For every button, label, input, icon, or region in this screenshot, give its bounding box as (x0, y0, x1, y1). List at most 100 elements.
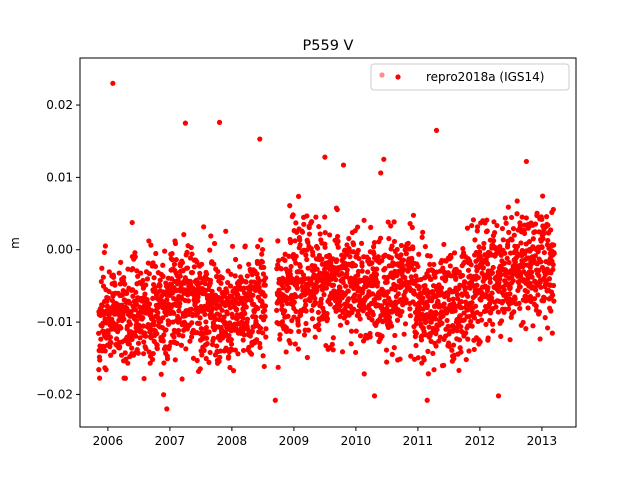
data-point (469, 299, 475, 306)
data-point (504, 255, 510, 261)
data-point (176, 316, 182, 322)
data-point (316, 252, 323, 259)
data-point (151, 275, 157, 281)
data-point (398, 242, 405, 249)
data-point (129, 336, 135, 342)
data-point (164, 406, 170, 412)
data-point (179, 260, 186, 266)
data-point (533, 287, 539, 293)
data-point (132, 250, 138, 256)
data-point (419, 333, 425, 339)
data-point (184, 249, 190, 255)
data-point (511, 232, 517, 238)
data-point (525, 276, 531, 282)
data-point (432, 274, 438, 280)
data-point (530, 236, 536, 242)
data-point (172, 357, 178, 363)
data-point (294, 285, 300, 291)
data-point (494, 222, 500, 229)
data-point (263, 275, 269, 281)
data-point (108, 340, 114, 346)
data-point (202, 281, 208, 287)
data-point (489, 290, 495, 296)
data-point (135, 350, 141, 356)
data-point (495, 393, 502, 399)
data-point (262, 282, 268, 288)
data-point (448, 254, 454, 261)
data-point (230, 368, 237, 374)
data-point (450, 296, 456, 302)
x-tick-label: 2007 (155, 434, 186, 448)
data-point (536, 267, 542, 274)
data-point (378, 170, 384, 176)
data-point (484, 228, 490, 234)
data-point (128, 309, 134, 315)
data-point (516, 278, 523, 284)
data-point (356, 255, 362, 262)
data-point (459, 305, 465, 311)
data-point (110, 80, 116, 86)
data-point (305, 327, 312, 333)
data-point (548, 227, 554, 233)
data-point (323, 285, 329, 291)
data-point (297, 263, 303, 270)
data-point (500, 237, 506, 243)
data-point (337, 303, 343, 309)
data-point (444, 317, 450, 324)
data-point (235, 351, 241, 357)
data-point (297, 237, 303, 243)
data-point (203, 271, 210, 277)
data-point (353, 328, 359, 334)
data-point (433, 331, 439, 337)
data-point (278, 266, 284, 272)
y-tick-label: 0.02 (46, 98, 73, 112)
data-point (463, 330, 469, 336)
y-axis-ticks: −0.02 −0.01 0.00 0.01 0.02 (36, 98, 80, 401)
data-point (507, 337, 513, 343)
data-point (498, 318, 505, 324)
data-point (257, 340, 263, 347)
data-point (181, 231, 187, 238)
data-point (351, 306, 357, 312)
data-point (542, 315, 548, 321)
data-point (107, 344, 113, 350)
data-point (140, 277, 146, 284)
data-point (121, 275, 127, 281)
data-point (531, 296, 538, 302)
data-point (368, 224, 374, 230)
data-point (422, 282, 428, 289)
data-point (340, 162, 347, 168)
data-point (301, 332, 308, 338)
data-point (542, 295, 548, 301)
data-point (405, 240, 411, 246)
data-point (543, 214, 550, 220)
data-point (286, 285, 292, 291)
data-point (143, 333, 149, 339)
data-point (141, 339, 147, 345)
data-point (550, 262, 556, 268)
data-point (176, 308, 182, 314)
data-point (492, 230, 498, 236)
data-point (449, 347, 455, 353)
data-point (99, 265, 105, 271)
data-point (440, 265, 446, 271)
data-point (489, 321, 496, 327)
data-point (202, 311, 208, 317)
data-point (242, 311, 248, 317)
data-point (451, 250, 458, 256)
data-point (321, 292, 327, 298)
legend-marker-faded (379, 72, 385, 78)
data-point (337, 313, 343, 320)
data-point (191, 264, 197, 270)
data-point (217, 312, 223, 318)
data-point (262, 313, 268, 320)
data-point (257, 344, 263, 351)
data-point (244, 273, 250, 279)
data-point (495, 309, 501, 315)
data-point (121, 316, 127, 322)
data-point (117, 344, 123, 350)
data-point (288, 263, 294, 270)
data-point (136, 323, 142, 329)
data-point (384, 305, 390, 311)
data-point (113, 336, 120, 342)
